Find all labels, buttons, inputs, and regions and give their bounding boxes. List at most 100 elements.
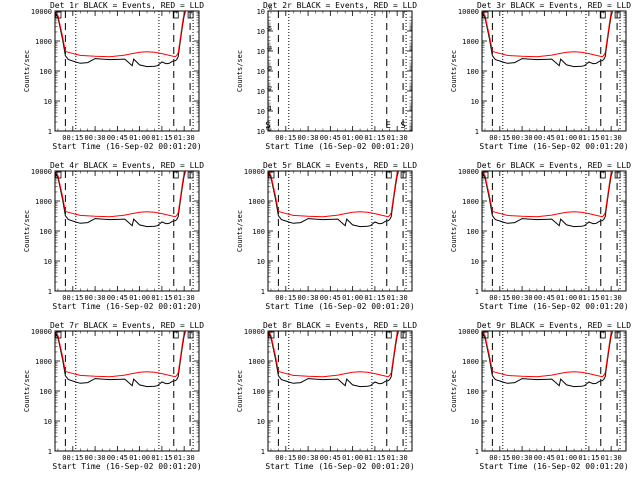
y-tick-label: 10 <box>44 258 52 266</box>
end-marker-box <box>385 331 392 339</box>
y-tick-label: 100 <box>39 68 52 76</box>
plot-frame <box>54 10 200 132</box>
event-marker-label: S <box>400 121 405 131</box>
panel-title: Det 2r BLACK = Events, RED = LLD <box>263 1 417 10</box>
x-tick-label: 01:30 <box>601 454 622 462</box>
y-tick-label: 10000 <box>244 328 265 336</box>
series-lld-line <box>55 331 194 378</box>
series-lld-line <box>482 11 621 58</box>
x-axis-label: Start Time (16-Sep-02 00:01:20) <box>265 462 414 471</box>
y-tick-label: 1 <box>48 448 52 456</box>
y-axis-label: Counts/sec <box>236 210 244 252</box>
x-tick-label: 00:15 <box>62 134 83 142</box>
x-axis-label: Start Time (16-Sep-02 00:01:20) <box>52 462 201 471</box>
end-marker-box <box>385 171 392 179</box>
end-marker-box <box>172 331 179 339</box>
y-tick-label: 100 <box>39 388 52 396</box>
series-events-line <box>482 11 621 68</box>
end-marker-box <box>172 11 179 19</box>
y-tick-label: 100 <box>466 388 479 396</box>
x-axis-label: Start Time (16-Sep-02 00:01:20) <box>479 302 628 311</box>
panel-title: Det 3r BLACK = Events, RED = LLD <box>477 1 631 10</box>
x-tick-label: 01:15 <box>151 134 172 142</box>
y-tick-label: 1 <box>48 128 52 136</box>
x-tick-label: 01:00 <box>556 454 577 462</box>
x-tick-label: 01:15 <box>151 454 172 462</box>
panel-title: Det 4r BLACK = Events, RED = LLD <box>50 161 204 170</box>
saa-marker-box <box>187 331 194 339</box>
y-tick-label: 10000 <box>458 8 479 16</box>
x-tick-label: 00:45 <box>107 294 128 302</box>
event-marker-label: S <box>265 121 270 131</box>
y-tick-label: 100 <box>252 228 265 236</box>
series-events-line <box>55 11 194 68</box>
start-marker-box <box>55 11 62 19</box>
x-tick-label: 01:15 <box>578 294 599 302</box>
plot-frame <box>54 170 200 292</box>
end-marker-box <box>599 11 606 19</box>
end-marker-box <box>172 171 179 179</box>
y-axis-label: Counts/sec <box>450 210 458 252</box>
x-tick-label: 01:30 <box>387 294 408 302</box>
x-tick-label: 00:30 <box>298 294 319 302</box>
y-tick-label: 10 <box>257 258 265 266</box>
x-tick-label: 00:30 <box>85 454 106 462</box>
series-events-line <box>55 331 194 388</box>
series-lld-line <box>55 171 194 218</box>
panel-title: Det 8r BLACK = Events, RED = LLD <box>263 321 417 330</box>
y-tick-label: 10 <box>471 418 479 426</box>
x-tick-label: 00:15 <box>275 294 296 302</box>
x-tick-label: 00:30 <box>512 454 533 462</box>
x-tick-label: 00:45 <box>320 294 341 302</box>
x-tick-label: 00:45 <box>534 134 555 142</box>
y-tick-label: 1 <box>475 448 479 456</box>
x-tick-label: 00:30 <box>85 294 106 302</box>
panel-8: Det 8r BLACK = Events, RED = LLD 1 10 100 10… <box>236 321 417 471</box>
x-tick-label: 01:00 <box>556 294 577 302</box>
series-lld-line <box>482 171 621 218</box>
y-axis-label: Counts/sec <box>23 210 31 252</box>
series-events-line <box>482 171 621 228</box>
x-tick-label: 01:30 <box>387 134 408 142</box>
x-tick-label: 01:30 <box>174 134 195 142</box>
panel-title: Det 7r BLACK = Events, RED = LLD <box>50 321 204 330</box>
x-tick-label: 01:30 <box>601 294 622 302</box>
y-tick-exponent: 0 <box>266 126 269 132</box>
y-tick-label: 10 <box>257 8 265 16</box>
y-tick-label: 10000 <box>31 168 52 176</box>
start-marker-box <box>268 331 275 339</box>
y-tick-label: 10 <box>257 48 265 56</box>
saa-marker-box <box>614 331 621 339</box>
plot-frame <box>481 330 627 452</box>
plot-frame <box>267 170 413 292</box>
x-tick-label: 01:00 <box>342 134 363 142</box>
x-axis-label: Start Time (16-Sep-02 00:01:20) <box>52 302 201 311</box>
y-tick-label: 10 <box>257 68 265 76</box>
start-marker-box <box>482 171 489 179</box>
plot-frame <box>481 170 627 292</box>
y-tick-label: 10 <box>471 258 479 266</box>
series-lld-line <box>482 331 621 378</box>
x-tick-label: 01:00 <box>342 454 363 462</box>
y-axis-label: Counts/sec <box>450 50 458 92</box>
y-tick-label: 100 <box>466 228 479 236</box>
saa-marker-box <box>400 171 407 179</box>
y-tick-label: 100 <box>252 388 265 396</box>
end-marker-box <box>599 331 606 339</box>
y-tick-label: 10000 <box>31 328 52 336</box>
y-axis-label: Counts/sec <box>236 50 244 92</box>
x-tick-label: 00:45 <box>107 454 128 462</box>
y-tick-label: 1000 <box>35 358 52 366</box>
y-tick-label: 100 <box>466 68 479 76</box>
y-tick-label: 10 <box>44 418 52 426</box>
x-tick-label: 01:30 <box>174 454 195 462</box>
x-tick-label: 00:45 <box>320 134 341 142</box>
y-axis-label: Counts/sec <box>23 370 31 412</box>
x-axis-label: Start Time (16-Sep-02 00:01:20) <box>265 142 414 151</box>
x-tick-label: 01:15 <box>364 294 385 302</box>
y-tick-label: 1000 <box>248 198 265 206</box>
y-tick-label: 10000 <box>244 168 265 176</box>
panel-4: Det 4r BLACK = Events, RED = LLD 1 10 100 10… <box>23 161 204 311</box>
panel-7: Det 7r BLACK = Events, RED = LLD 1 10 100 10… <box>23 321 204 471</box>
